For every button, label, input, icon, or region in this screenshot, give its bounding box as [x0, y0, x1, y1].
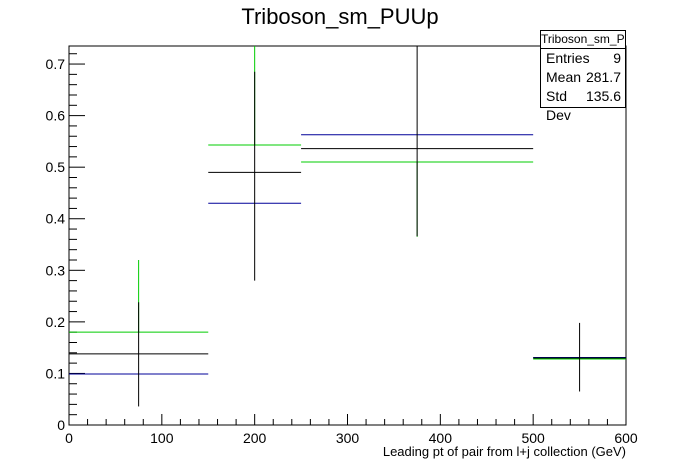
series-layer	[69, 46, 626, 407]
y-tick-label: 0.2	[46, 314, 66, 330]
x-axis-ticks: 0 100 200 300 400 500 600	[65, 414, 638, 446]
x-tick-label: 100	[150, 430, 174, 446]
y-tick-label: 0.6	[46, 108, 66, 124]
x-tick-label: 400	[429, 430, 453, 446]
y-tick-label: 0	[57, 417, 65, 433]
stats-row-entries: Entries 9	[541, 49, 625, 68]
stats-stddev-label: Std Dev	[546, 88, 571, 123]
stats-row-mean: Mean 281.7	[541, 68, 625, 87]
stats-title: Triboson_sm_PUUp	[541, 31, 625, 49]
x-tick-label: 300	[336, 430, 360, 446]
stats-row-stddev: Std Dev 135.6	[541, 87, 625, 123]
stats-box: Triboson_sm_PUUp Entries 9 Mean 281.7 St…	[540, 30, 626, 123]
x-axis-label: Leading pt of pair from l+j collection (…	[383, 444, 626, 459]
stats-entries-label: Entries	[546, 50, 590, 66]
stats-stddev-value: 135.6	[585, 88, 621, 104]
y-tick-label: 0.5	[46, 159, 66, 175]
x-tick-label: 200	[243, 430, 267, 446]
y-tick-label: 0.7	[46, 56, 66, 72]
chart-title: Triboson_sm_PUUp	[241, 4, 438, 29]
stats-mean-label: Mean	[546, 69, 582, 85]
y-axis-ticks: 0 0.1 0.2 0.3 0.4 0.5 0.6 0.7	[46, 53, 85, 433]
stats-entries-value: 9	[613, 50, 621, 66]
x-tick-label: 600	[614, 430, 638, 446]
x-tick-label: 500	[521, 430, 545, 446]
stats-mean-value: 281.7	[585, 69, 621, 85]
y-tick-label: 0.3	[46, 262, 66, 278]
y-tick-label: 0.4	[46, 211, 66, 227]
y-tick-label: 0.1	[46, 365, 66, 381]
x-tick-label: 0	[65, 430, 73, 446]
